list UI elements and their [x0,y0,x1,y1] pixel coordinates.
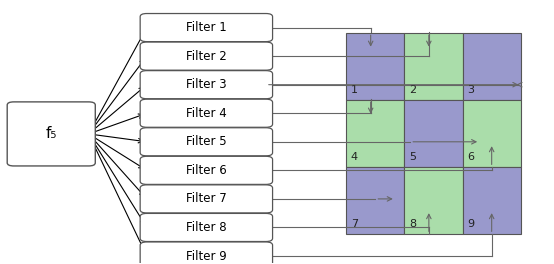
FancyBboxPatch shape [140,99,273,127]
Bar [404,33,463,100]
Text: Filter 2: Filter 2 [186,50,227,63]
Text: f₅: f₅ [45,126,57,142]
Bar [463,167,521,234]
Text: 2: 2 [409,85,416,95]
FancyBboxPatch shape [140,185,273,213]
Bar [463,33,521,100]
FancyBboxPatch shape [140,71,273,99]
FancyBboxPatch shape [140,13,273,42]
Text: Filter 8: Filter 8 [186,221,227,234]
Text: 8: 8 [409,219,416,229]
Text: Filter 6: Filter 6 [186,164,227,177]
Bar [404,167,463,234]
FancyBboxPatch shape [140,242,273,264]
FancyBboxPatch shape [140,42,273,70]
FancyBboxPatch shape [140,156,273,184]
Text: 1: 1 [351,85,358,95]
Text: Filter 3: Filter 3 [186,78,227,91]
Text: Filter 1: Filter 1 [186,21,227,34]
Bar [346,100,404,167]
Text: 4: 4 [351,152,358,162]
Text: 5: 5 [409,152,416,162]
FancyBboxPatch shape [140,128,273,156]
Bar [346,167,404,234]
Bar [346,33,404,100]
FancyBboxPatch shape [7,102,95,166]
FancyBboxPatch shape [140,213,273,242]
Text: Filter 4: Filter 4 [186,107,227,120]
Text: Filter 5: Filter 5 [186,135,227,148]
Bar [463,100,521,167]
Text: 6: 6 [467,152,474,162]
Text: Filter 7: Filter 7 [186,192,227,205]
Text: 9: 9 [467,219,474,229]
Text: Filter 9: Filter 9 [186,249,227,262]
Text: 7: 7 [351,219,358,229]
Text: 3: 3 [467,85,474,95]
Bar [404,100,463,167]
